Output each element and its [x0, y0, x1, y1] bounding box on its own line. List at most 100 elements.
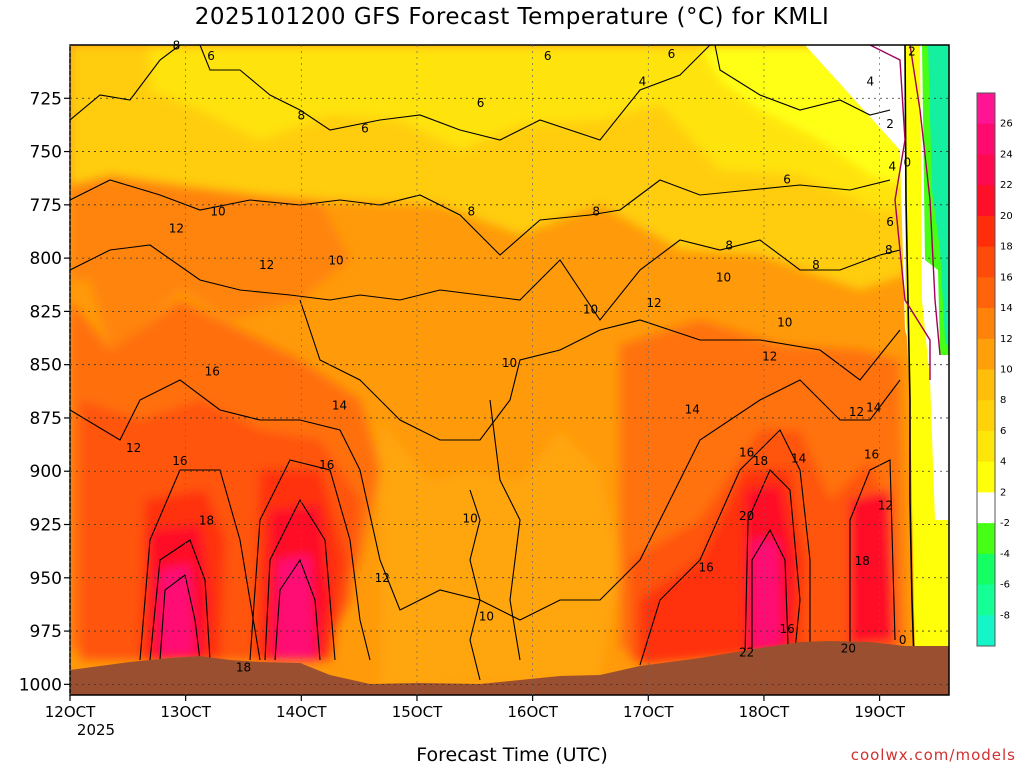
- contour-label: 4: [889, 160, 897, 174]
- colorbar-label: 26: [1000, 119, 1013, 130]
- contour-label: 12: [878, 499, 893, 513]
- contour-label: 16: [172, 454, 187, 468]
- contour-label: 8: [885, 243, 893, 257]
- colorbar-label: 4: [1000, 457, 1006, 468]
- contour-label: 0: [904, 155, 912, 169]
- contour-14: [70, 379, 901, 621]
- colorbar-label: 20: [1000, 211, 1013, 222]
- x-tick-label: 12OCT: [45, 703, 96, 721]
- contour-label: 2: [908, 45, 916, 59]
- contour-label: 6: [783, 173, 791, 187]
- contour-label: 10: [463, 511, 478, 525]
- contour-label: 16: [205, 364, 220, 378]
- contour-label: 16: [864, 447, 879, 461]
- x-year-label: 2025: [77, 721, 115, 739]
- credit-link[interactable]: coolwx.com/models: [850, 746, 1016, 764]
- x-axis-label: Forecast Time (UTC): [416, 744, 608, 766]
- freezing-line-0: [869, 45, 931, 380]
- plot-area: [70, 45, 949, 695]
- contour-4: [714, 45, 891, 116]
- freezing-lines: [869, 45, 941, 380]
- colorbar-swatch: [977, 430, 995, 463]
- colorbar-swatch: [977, 461, 995, 493]
- contour-label: 20: [739, 509, 754, 523]
- contour-label: 12: [169, 222, 184, 236]
- contour-label: 0: [899, 633, 907, 647]
- contour-10: [70, 179, 891, 256]
- contour-label: 10: [210, 204, 225, 218]
- contour-label: 18: [199, 514, 214, 528]
- colorbar-swatch: [977, 523, 995, 555]
- x-tick-label: 17OCT: [623, 703, 674, 721]
- colorbar-swatch: [977, 215, 995, 248]
- contour-label: 18: [753, 454, 768, 468]
- colorbar-swatch: [977, 400, 995, 432]
- x-axis: 12OCT 13OCT 14OCT 15OCT 16OCT 17OCT 18OCT 19OCT…: [45, 695, 906, 739]
- contour-12: [70, 239, 901, 321]
- contour-label: 12: [375, 571, 390, 585]
- contour-label: 4: [867, 74, 875, 88]
- contour-label: 4: [639, 74, 647, 88]
- core-22-b: [275, 555, 315, 660]
- contour-label: 6: [477, 96, 485, 110]
- contour-label: 14: [685, 403, 700, 417]
- contour-18-east: [744, 469, 801, 656]
- contour-label: 6: [668, 47, 676, 61]
- contour-label: 18: [855, 554, 870, 568]
- contour-18-west: [149, 539, 211, 661]
- contour-label: 10: [716, 271, 731, 285]
- contour-label: 16: [739, 445, 754, 459]
- colorbar-label: 2: [1000, 487, 1006, 498]
- y-tick-label: 825: [30, 302, 62, 322]
- x-tick-label: 19OCT: [854, 703, 905, 721]
- white-zone: [805, 45, 920, 380]
- colorbar-label: -4: [1000, 549, 1010, 560]
- contour-20-east: [751, 528, 789, 648]
- core-18-20-d: [850, 490, 895, 645]
- y-tick-label: 750: [30, 143, 62, 163]
- x-tick-label: 15OCT: [392, 703, 443, 721]
- y-tick-label: 875: [30, 409, 62, 429]
- contour-label: 8: [812, 258, 820, 272]
- colorbar-label: 24: [1000, 149, 1013, 160]
- trough-10-12: [380, 420, 620, 690]
- contour-front: [904, 45, 915, 661]
- colorbar-swatch: [977, 338, 995, 370]
- colorbar-swatch: [977, 154, 995, 186]
- contour-16-west: [139, 469, 261, 661]
- colorbar-frame: [976, 92, 996, 647]
- grid: [69, 45, 949, 695]
- contour-label: 14: [791, 452, 806, 466]
- colorbar-label: 14: [1000, 303, 1013, 314]
- contour-18-west2: [264, 498, 336, 661]
- contour-label: 20: [841, 641, 856, 655]
- contour-label: 2: [886, 117, 894, 131]
- contour-label: 6: [886, 215, 894, 229]
- contour-label: 16: [319, 458, 334, 472]
- y-tick-label: 900: [30, 462, 62, 482]
- colorbar-swatch: [977, 185, 995, 217]
- colorbar-label: 22: [1000, 180, 1013, 191]
- x-tick-label: 13OCT: [160, 703, 211, 721]
- contour-label: 16: [779, 622, 794, 636]
- colorbar-swatch: [977, 93, 995, 125]
- contour-16-east2: [849, 459, 896, 645]
- contour-label: 10: [479, 609, 494, 623]
- contour-label: 12: [849, 405, 864, 419]
- contour-label: 6: [207, 49, 215, 63]
- colorbar-label: 18: [1000, 242, 1013, 253]
- contour-8: [70, 45, 181, 121]
- contour-label: 8: [173, 38, 181, 52]
- contour-20-west2: [274, 558, 321, 661]
- chart-title: 2025101200 GFS Forecast Temperature (°C)…: [194, 4, 830, 30]
- y-axis: 725 750 775 800 825 850 875 900 925 950 975 1000: [19, 89, 70, 695]
- contour-label: 8: [297, 109, 305, 123]
- contour-label: 10: [502, 356, 517, 370]
- core-22-a: [160, 565, 195, 655]
- colorbar-label: 6: [1000, 426, 1006, 437]
- y-tick-label: 850: [30, 356, 62, 376]
- colorbar-label: -2: [1000, 518, 1010, 529]
- y-tick-label: 1000: [19, 675, 62, 695]
- x-tick-label: 16OCT: [507, 703, 558, 721]
- colorbar-swatch: [977, 553, 995, 586]
